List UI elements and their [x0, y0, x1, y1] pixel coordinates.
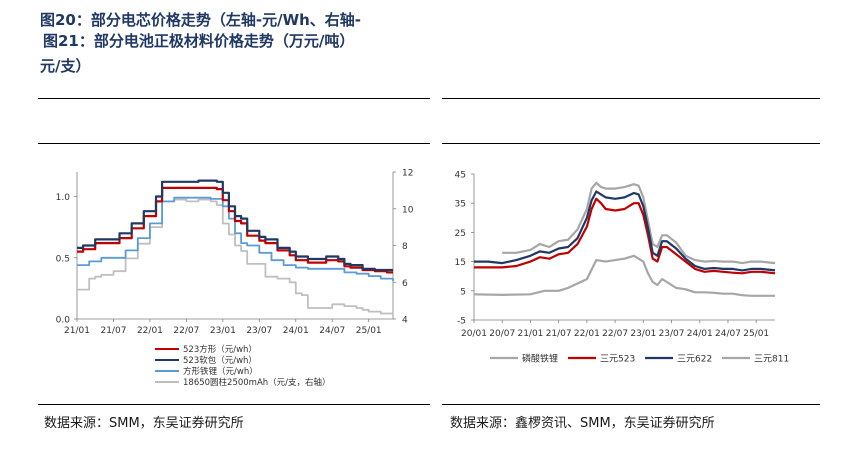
- x-tick-label: 23/01: [210, 326, 236, 336]
- x-tick-label: 24/01: [687, 329, 713, 339]
- y-right-tick-label: 8: [402, 242, 408, 252]
- x-tick-label: 21/01: [517, 329, 543, 339]
- x-tick-label: 22/01: [574, 329, 600, 339]
- y-right-tick-label: 10: [402, 205, 414, 215]
- x-tick-label: 24/07: [715, 329, 741, 339]
- x-tick-label: 22/07: [602, 329, 628, 339]
- x-tick-label: 24/01: [283, 326, 309, 336]
- y-right-tick-label: 6: [402, 279, 408, 289]
- line-series-4: [502, 181, 776, 265]
- right-source-note: 数据来源：鑫椤资讯、SMM，东吴证券研究所: [450, 416, 715, 431]
- line-series-2: [77, 179, 393, 272]
- x-tick-label: 23/01: [630, 329, 656, 339]
- y-tick-label: -5: [457, 317, 466, 327]
- right-figure-title: 图21：部分电池正极材料价格走势（万元/吨）: [43, 32, 355, 50]
- legend-label: 三元811: [754, 355, 789, 365]
- x-tick-label: 25/01: [356, 326, 382, 336]
- x-tick-label: 25/01: [743, 329, 769, 339]
- x-tick-label: 23/07: [246, 326, 272, 336]
- x-tick-label: 21/01: [64, 326, 90, 336]
- line-series-4: [77, 198, 393, 315]
- line-series-3: [474, 190, 776, 272]
- legend-label: 方形铁锂（元/wh）: [183, 366, 258, 377]
- left-bottom-rule: [38, 404, 430, 405]
- x-tick-label: 20/01: [461, 329, 487, 339]
- legend-label: 三元523: [600, 355, 635, 365]
- left-figure-title: 图20：部分电芯价格走势（左轴-元/Wh、右轴- 元/支）: [40, 8, 385, 78]
- y-tick-label: 15: [455, 258, 466, 268]
- x-tick-label: 20/07: [489, 329, 515, 339]
- line-series-1: [473, 254, 775, 297]
- x-tick-label: 21/07: [100, 326, 126, 336]
- y-left-tick-label: 1.0: [56, 193, 71, 203]
- legend-label: 523方形（元/wh）: [183, 344, 257, 355]
- y-tick-label: 5: [460, 287, 466, 297]
- y-right-tick-label: 4: [402, 316, 408, 326]
- right-bottom-rule: [442, 404, 820, 405]
- y-left-tick-label: 0.5: [56, 254, 70, 264]
- y-tick-label: 45: [455, 171, 466, 181]
- left-top-rule: [38, 98, 430, 99]
- y-right-tick-label: 12: [402, 169, 413, 179]
- y-tick-label: 35: [455, 200, 466, 210]
- y-left-tick-label: 0.0: [56, 316, 71, 326]
- legend-label: 523软包（元/wh）: [183, 355, 257, 366]
- left-title-line1: 图20：部分电芯价格走势（左轴-元/Wh、右轴-: [40, 11, 362, 29]
- x-tick-label: 21/07: [546, 329, 572, 339]
- x-tick-label: 24/07: [319, 326, 345, 336]
- legend-label: 磷酸铁锂: [522, 353, 558, 365]
- line-series-3: [77, 196, 394, 281]
- y-tick-label: 25: [455, 229, 466, 239]
- x-tick-label: 22/01: [137, 326, 163, 336]
- legend-label: 18650圆柱2500mAh（元/支，右轴）: [183, 377, 331, 388]
- line-series-2: [474, 197, 776, 275]
- left-source-note: 数据来源：SMM，东吴证券研究所: [44, 416, 244, 431]
- x-tick-label: 22/07: [173, 326, 199, 336]
- right-sub-rule: [442, 143, 820, 144]
- right-top-rule: [442, 98, 820, 99]
- x-tick-label: 23/07: [659, 329, 685, 339]
- left-sub-rule: [38, 143, 430, 144]
- legend-label: 三元622: [677, 355, 712, 365]
- left-title-line2: 元/支）: [40, 57, 91, 75]
